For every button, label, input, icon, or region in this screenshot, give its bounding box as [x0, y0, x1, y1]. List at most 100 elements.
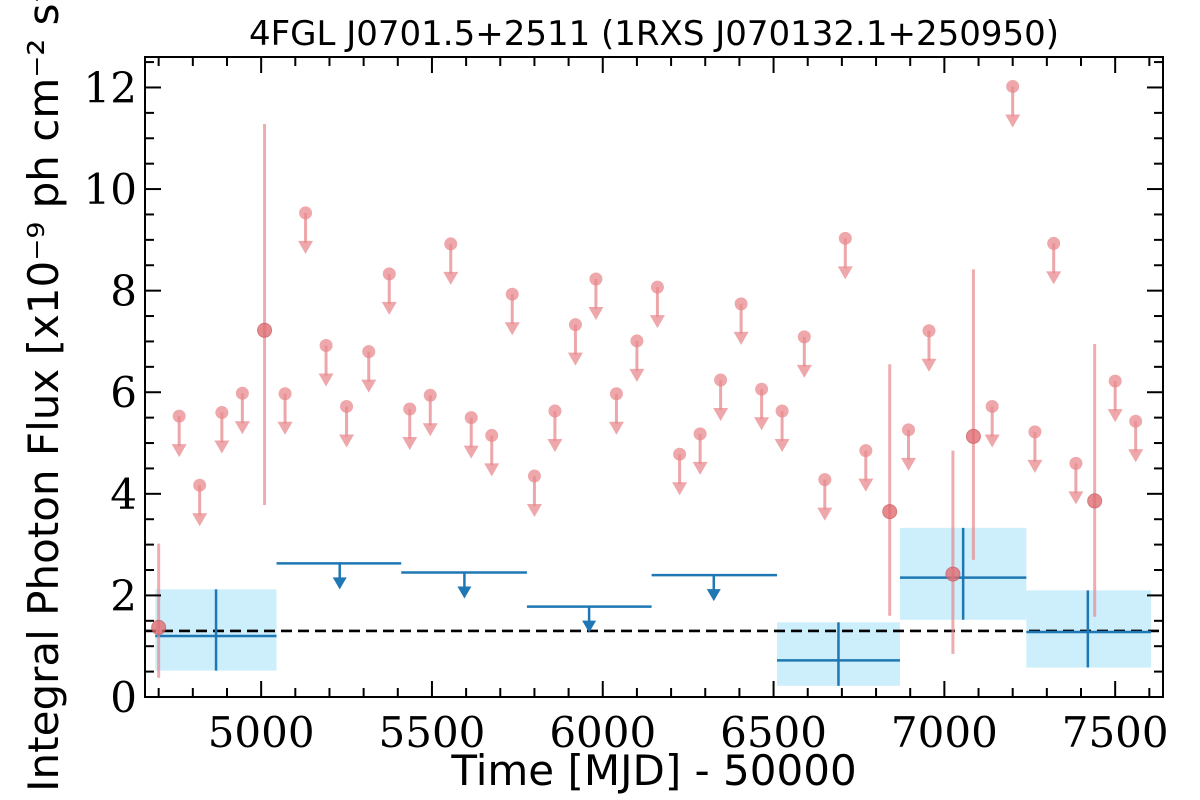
short-bin-ul-arrow — [298, 240, 314, 254]
short-bin-ul-arrow — [192, 513, 208, 527]
short-bin-ul-arrow — [1107, 409, 1123, 423]
short-bin-ul-arrow — [547, 439, 563, 453]
short-bin-ul-point — [1069, 456, 1083, 470]
long-bin-ul-arrow — [457, 586, 472, 599]
short-bin-ul-arrow — [402, 437, 418, 450]
long-bin-ul-arrow — [332, 577, 347, 590]
x-tick-label: 7000 — [891, 708, 998, 757]
x-axis-label: Time [MJD] - 50000 — [450, 746, 856, 795]
plot-axes: 5000 5500 6000 6500 7000 7500 0 2 4 6 8 10 12 — [84, 56, 1169, 757]
short-bin-ul-point — [1006, 79, 1020, 93]
long-bin-series — [155, 527, 1152, 686]
short-bin-ul-point — [673, 447, 687, 461]
x-tick-label: 5000 — [208, 708, 315, 757]
y-tick-label: 12 — [84, 63, 137, 112]
short-bin-ul-point — [362, 345, 376, 359]
short-bin-ul-arrow — [1027, 459, 1043, 473]
chart-title: 4FGL J0701.5+2511 (1RXS J070132.1+250950… — [249, 14, 1059, 54]
short-bin-ul-arrow — [672, 482, 688, 496]
y-tick-label: 8 — [110, 267, 137, 316]
short-bin-ul-point — [589, 272, 603, 286]
short-bin-ul-point — [548, 404, 562, 418]
short-bin-ul-point — [423, 388, 437, 402]
plot-frame — [144, 56, 1164, 698]
short-bin-ul-arrow — [588, 306, 604, 320]
short-bin-ul-point — [319, 339, 333, 353]
short-bin-ul-arrow — [1046, 271, 1062, 285]
short-bin-ul-point — [382, 267, 396, 281]
short-bin-ul-arrow — [277, 421, 293, 435]
short-bin-ul-point — [215, 406, 229, 420]
short-bin-ul-point — [714, 373, 728, 387]
short-bin-ul-point — [755, 382, 769, 396]
short-bin-ul-point — [693, 427, 707, 441]
x-tick-label: 6000 — [549, 708, 656, 757]
short-bin-ul-point — [464, 411, 478, 425]
y-tick-label: 2 — [110, 571, 137, 620]
short-bin-ul-point — [1129, 414, 1143, 428]
short-bin-ul-point — [734, 297, 748, 311]
short-bin-ul-arrow — [858, 478, 874, 492]
short-bin-ul-point — [193, 478, 207, 492]
short-bin-ul-arrow — [774, 439, 790, 453]
short-bin-ul-point — [922, 324, 936, 338]
y-tick-label: 4 — [110, 470, 137, 519]
error-boxes — [155, 527, 1152, 686]
short-bin-ul-point — [609, 387, 623, 401]
short-bin-ul-arrow — [733, 331, 749, 345]
x-tick-label: 5500 — [379, 708, 486, 757]
x-tick-label: 7500 — [1062, 708, 1169, 757]
short-bin-ul-point — [902, 423, 915, 437]
short-bin-ul-arrow — [649, 315, 665, 329]
short-bin-ul-arrow — [234, 421, 250, 435]
short-bin-ul-point — [1028, 425, 1042, 439]
y-tick-label: 0 — [110, 673, 137, 722]
short-bin-ul-point — [172, 409, 186, 423]
short-bin-ul-arrow — [361, 379, 377, 393]
short-bin-ul-arrow — [754, 417, 770, 431]
short-bin-ul-point — [527, 469, 541, 483]
short-bin-ul-arrow — [463, 445, 479, 459]
short-bin-point — [151, 619, 167, 635]
short-bin-ul-arrow — [381, 301, 397, 315]
y-tick-label: 10 — [84, 165, 137, 214]
short-bin-ul-arrow — [526, 504, 542, 518]
short-bin-point — [945, 566, 961, 582]
short-bin-ul-point — [775, 404, 789, 418]
short-bin-ul-point — [630, 334, 644, 348]
short-bin-point — [965, 428, 981, 444]
short-bin-point — [882, 504, 898, 520]
short-bin-ul-arrow — [214, 440, 230, 454]
short-bin-ul-arrow — [713, 408, 729, 422]
short-bin-ul-arrow — [901, 457, 916, 471]
short-bin-ul-arrow — [692, 461, 708, 475]
y-tick-label: 6 — [110, 368, 137, 417]
short-bin-ul-arrow — [443, 271, 459, 285]
short-bin-ul-point — [985, 399, 999, 413]
short-bin-series — [151, 79, 1144, 678]
short-bin-ul-point — [1108, 374, 1122, 388]
short-bin-point — [1087, 493, 1103, 509]
long-bin-ul-arrow — [706, 589, 721, 602]
short-bin-ul-point — [235, 386, 249, 400]
short-bin-ul-point — [485, 428, 499, 442]
short-bin-ul-arrow — [817, 507, 833, 521]
x-tick-label: 6500 — [720, 708, 827, 757]
short-bin-ul-point — [650, 280, 664, 294]
short-bin-ul-arrow — [318, 373, 334, 387]
short-bin-ul-arrow — [984, 434, 1000, 448]
short-bin-ul-point — [278, 387, 292, 401]
short-bin-ul-arrow — [796, 364, 812, 378]
short-bin-ul-arrow — [484, 463, 500, 477]
short-bin-ul-arrow — [422, 423, 438, 437]
short-bin-ul-arrow — [567, 352, 583, 366]
y-axis-label: Integral Photon Flux [x10⁻⁹ ph cm⁻² s⁻¹] — [19, 0, 68, 792]
short-bin-point — [257, 322, 273, 338]
short-bin-ul-point — [797, 330, 811, 344]
short-bin-ul-arrow — [1005, 114, 1021, 128]
short-bin-ul-point — [444, 237, 458, 251]
short-bin-ul-point — [838, 231, 852, 245]
short-bin-ul-point — [568, 318, 582, 332]
long-bin-ul-arrow — [582, 620, 597, 633]
